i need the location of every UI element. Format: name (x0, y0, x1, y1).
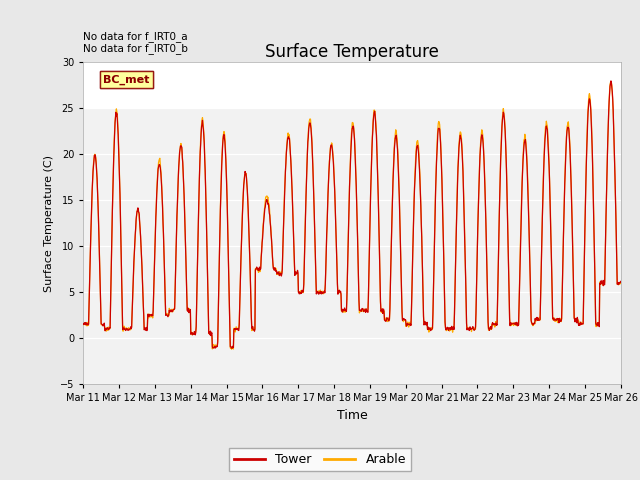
Legend: BC_met: BC_met (99, 71, 152, 88)
Text: No data for f_IRT0_b: No data for f_IRT0_b (83, 43, 188, 54)
Arable (374, 157, 381, 163)
Legend: Tower, Arable: Tower, Arable (229, 448, 411, 471)
Tower (362, 306, 370, 312)
Tower (261, 206, 269, 212)
Arable (313, 289, 321, 295)
Bar (83, 62, 621, 108)
Tower (79, 321, 87, 326)
Arable (617, 280, 625, 286)
Arable (79, 321, 87, 327)
Tower (617, 278, 625, 284)
Arable (170, 306, 178, 312)
Tower (313, 288, 321, 294)
Tower (228, 345, 236, 351)
Arable (150, 258, 158, 264)
X-axis label: Time: Time (337, 408, 367, 421)
Tower (150, 259, 158, 265)
Arable (362, 307, 370, 313)
Text: No data for f_IRT0_a: No data for f_IRT0_a (83, 31, 188, 42)
Tower (607, 78, 615, 84)
Title: Surface Temperature: Surface Temperature (265, 43, 439, 61)
Line: Tower: Tower (83, 81, 621, 348)
Tower (170, 306, 178, 312)
Arable (228, 346, 236, 352)
Arable (261, 204, 269, 209)
Y-axis label: Surface Temperature (C): Surface Temperature (C) (44, 155, 54, 292)
Arable (607, 79, 615, 85)
Line: Arable: Arable (83, 82, 621, 349)
Tower (374, 161, 381, 167)
